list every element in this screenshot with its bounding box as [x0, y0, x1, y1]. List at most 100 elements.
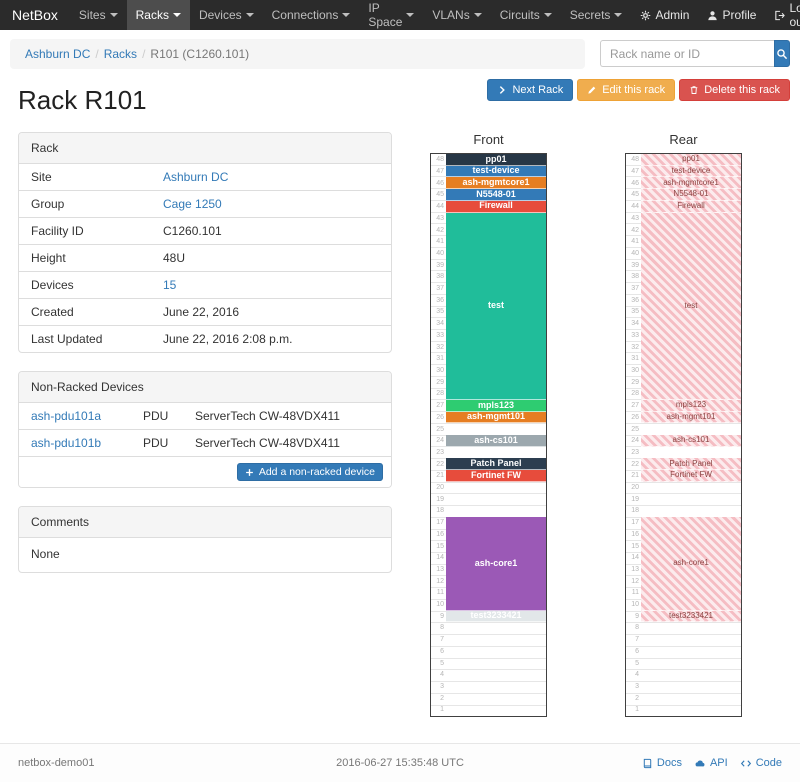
rack-device-ash-core1-front[interactable]: ash-core1: [446, 516, 546, 611]
rack-device-pp01-front[interactable]: pp01: [446, 154, 546, 166]
unit-number: 32: [436, 343, 444, 351]
unit-number: 16: [436, 530, 444, 538]
rack-device-test-device-rear[interactable]: test-device: [641, 165, 741, 178]
rack-attr-row: Created June 22, 2016: [19, 298, 391, 326]
unit-number: 28: [631, 390, 639, 398]
nav-item-devices[interactable]: Devices: [190, 0, 263, 30]
rack-device-n5548-01-rear[interactable]: N5548-01: [641, 189, 741, 201]
attr-value-link[interactable]: 15: [163, 278, 177, 292]
rack-unit-20: [431, 483, 546, 495]
nav-item-secrets[interactable]: Secrets: [561, 0, 632, 30]
nav-item-log-out[interactable]: Log out: [765, 0, 800, 30]
unit-number: 7: [440, 636, 444, 644]
rack-device-pp01-rear[interactable]: pp01: [641, 154, 741, 166]
rack-device-ash-mgmtcore1-front[interactable]: ash-mgmtcore1: [446, 177, 546, 190]
next-rack-button[interactable]: Next Rack: [487, 79, 574, 101]
rack-device-firewall-front[interactable]: Firewall: [446, 200, 546, 213]
unit-number: 26: [436, 413, 444, 421]
nav-item-sites[interactable]: Sites: [70, 0, 127, 30]
rack-unit-7: [626, 635, 741, 647]
rack-front-elevation: 48 47 46 45 44 43 42 41 40 39 38 37 36 35 34 33 32 31 30 29…: [430, 153, 547, 717]
nav-item-admin[interactable]: Admin: [631, 0, 698, 30]
add-nonracked-device-button[interactable]: Add a non-racked device: [236, 463, 383, 481]
unit-number: 44: [631, 203, 639, 211]
attr-value-link[interactable]: Ashburn DC: [163, 170, 229, 184]
rack-unit-6: [431, 647, 546, 659]
breadcrumb-row: Ashburn DC / Racks / R101 (C1260.101): [0, 30, 800, 73]
device-name-link[interactable]: ash-pdu101a: [31, 409, 102, 423]
rack-device-ash-cs101-front[interactable]: ash-cs101: [446, 435, 546, 447]
rack-unit-24: [431, 436, 546, 448]
unit-number: 43: [436, 214, 444, 222]
breadcrumb-item-racks[interactable]: Racks: [103, 47, 138, 61]
delete-this-rack-button[interactable]: Delete this rack: [679, 79, 790, 101]
rack-device-fortinet-fw-rear[interactable]: Fortinet FW: [641, 470, 741, 482]
nav-item-circuits[interactable]: Circuits: [491, 0, 561, 30]
nav-item-profile[interactable]: Profile: [698, 0, 765, 30]
rack-devices: pp01 test-device ash-mgmtcore1 N5548-01 Fire…: [446, 154, 546, 716]
search-button[interactable]: [774, 40, 790, 67]
rack-device-mpls123-front[interactable]: mpls123: [446, 399, 546, 412]
search-input[interactable]: [600, 40, 774, 67]
unit-number: 28: [436, 390, 444, 398]
rack-unit-19: [626, 494, 741, 507]
rack-unit-4: [431, 670, 546, 683]
rack-unit-24: [626, 436, 741, 448]
rack-device-test3233421-rear[interactable]: test3233421: [641, 610, 741, 623]
rack-rear-elevation: 48 47 46 45 44 43 42 41 40 39 38 37 36 35 34 33 32 31 30 29…: [625, 153, 742, 717]
rack-unit-26: [626, 412, 741, 424]
device-name-link[interactable]: ash-pdu101b: [31, 436, 102, 450]
unit-number: 20: [631, 484, 639, 492]
rack-attr-row: Last Updated June 22, 2016 2:08 p.m.: [19, 325, 391, 352]
rack-device-patch-panel-rear[interactable]: Patch Panel: [641, 458, 741, 471]
unit-number: 10: [631, 601, 639, 609]
rack-device-test-device-front[interactable]: test-device: [446, 165, 546, 178]
edit-this-rack-button[interactable]: Edit this rack: [577, 79, 676, 101]
unit-number: 17: [631, 519, 639, 527]
device-type: ServerTech CW-48VDX411: [195, 409, 340, 423]
main-content: Rack Site Ashburn DC Group Cage 1250 Facilit…: [0, 132, 800, 743]
nav-item-ip-space[interactable]: IP Space: [359, 0, 423, 30]
footer-link-code[interactable]: Code: [740, 757, 782, 769]
rack-device-ash-cs101-rear[interactable]: ash-cs101: [641, 435, 741, 447]
attr-label: Created: [19, 298, 151, 326]
unit-number: 47: [436, 168, 444, 176]
footer-link-docs[interactable]: Docs: [642, 757, 682, 769]
rack-device-fortinet-fw-front[interactable]: Fortinet FW: [446, 470, 546, 482]
rack-device-ash-mgmt101-front[interactable]: ash-mgmt101: [446, 411, 546, 424]
comments-body: None: [31, 547, 60, 561]
rack-device-ash-core1-rear[interactable]: ash-core1: [641, 516, 741, 611]
rack-device-mpls123-rear[interactable]: mpls123: [641, 399, 741, 412]
attr-value: June 22, 2016: [163, 305, 240, 319]
rack-panel-title: Rack: [19, 133, 391, 164]
app-brand[interactable]: NetBox: [12, 7, 58, 23]
rack-device-ash-mgmtcore1-rear[interactable]: ash-mgmtcore1: [641, 177, 741, 190]
rack-device-firewall-rear[interactable]: Firewall: [641, 200, 741, 213]
rack-device-test3233421-front[interactable]: test3233421: [446, 610, 546, 623]
rack-devices: pp01 test-device ash-mgmtcore1 N5548-01 Fire…: [641, 154, 741, 716]
unit-number: 2: [440, 694, 444, 702]
rack-device-test-front[interactable]: test: [446, 212, 546, 400]
rack-device-n5548-01-front[interactable]: N5548-01: [446, 189, 546, 201]
nav-item-vlans[interactable]: VLANs: [423, 0, 490, 30]
breadcrumb-item-ashburn-dc[interactable]: Ashburn DC: [25, 47, 91, 61]
attr-value-link[interactable]: Cage 1250: [163, 197, 222, 211]
rack-device-ash-mgmt101-rear[interactable]: ash-mgmt101: [641, 411, 741, 424]
rack-device-test-rear[interactable]: test: [641, 212, 741, 400]
attr-value: C1260.101: [163, 224, 222, 238]
device-type: ServerTech CW-48VDX411: [183, 429, 391, 456]
unit-number: 34: [631, 320, 639, 328]
unit-number: 33: [631, 331, 639, 339]
unit-number: 38: [631, 273, 639, 281]
nav-item-racks[interactable]: Racks: [126, 0, 190, 30]
unit-number: 22: [436, 460, 444, 468]
attr-label: Site: [31, 170, 52, 184]
rack-device-patch-panel-front[interactable]: Patch Panel: [446, 458, 546, 471]
nav-item-connections[interactable]: Connections: [263, 0, 360, 30]
footer-timestamp: 2016-06-27 15:35:48 UTC: [336, 757, 464, 769]
footer-link-api[interactable]: API: [694, 757, 728, 769]
unit-number: 25: [631, 425, 639, 433]
rack-unit-5: [431, 659, 546, 671]
breadcrumb-item-r101-c1260-101-: R101 (C1260.101): [150, 47, 250, 61]
unit-number: 30: [631, 367, 639, 374]
